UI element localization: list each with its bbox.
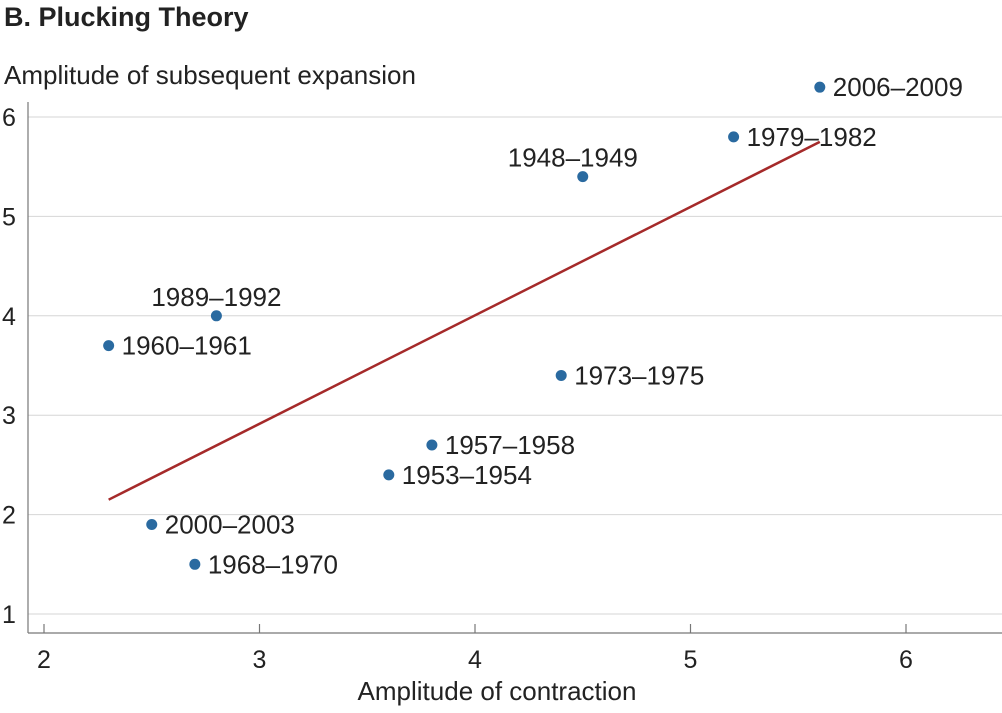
data-label-1957-1958: 1957–1958 [445, 430, 575, 460]
y-tick-label-4: 4 [2, 303, 16, 331]
x-tick-label-2: 2 [37, 646, 51, 674]
y-tick-label-5: 5 [2, 203, 16, 231]
x-axis-label: Amplitude of contraction [357, 676, 637, 706]
data-point-1957-1958 [426, 439, 438, 451]
y-tick-label-3: 3 [2, 402, 16, 430]
data-label-1948-1949: 1948–1949 [508, 143, 638, 173]
data-point-1953-1954 [383, 469, 395, 481]
data-label-1989-1992: 1989–1992 [151, 282, 281, 312]
data-point-1960-1961 [103, 340, 115, 352]
x-tick-label-4: 4 [468, 646, 482, 674]
data-point-2000-2003 [146, 519, 158, 531]
data-point-1968-1970 [189, 558, 201, 570]
y-axis-label: Amplitude of subsequent expansion [4, 60, 416, 90]
data-point-1979-1982 [728, 131, 740, 143]
y-tick-label-2: 2 [2, 502, 16, 530]
data-point-1989-1992 [210, 310, 222, 322]
x-tick-label-5: 5 [684, 646, 698, 674]
data-label-1960-1961: 1960–1961 [122, 331, 252, 361]
x-tick-label-3: 3 [253, 646, 267, 674]
y-tick-label-6: 6 [2, 104, 16, 132]
data-label-1979-1982: 1979–1982 [747, 122, 877, 152]
data-point-1948-1949 [577, 171, 589, 183]
data-label-2006-2009: 2006–2009 [833, 72, 963, 102]
x-tick-label-6: 6 [899, 646, 913, 674]
data-label-1973-1975: 1973–1975 [574, 360, 704, 390]
data-point-2006-2009 [814, 81, 826, 93]
data-label-2000-2003: 2000–2003 [165, 510, 295, 540]
y-tick-label-1: 1 [2, 601, 16, 629]
data-label-1968-1970: 1968–1970 [208, 549, 338, 579]
data-point-1973-1975 [555, 369, 567, 381]
trend-line [108, 140, 821, 501]
data-label-1953-1954: 1953–1954 [402, 460, 532, 490]
chart-title: B. Plucking Theory [4, 2, 249, 32]
